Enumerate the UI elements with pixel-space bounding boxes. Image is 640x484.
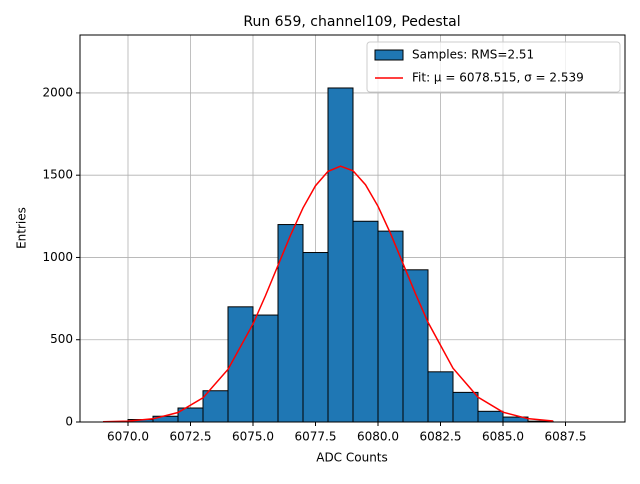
histogram-bar xyxy=(327,87,354,423)
y-tick-label: 1000 xyxy=(42,250,73,264)
histogram-bar xyxy=(427,371,454,423)
histogram-bar xyxy=(452,391,479,423)
legend-label: Fit: μ = 6078.515, σ = 2.539 xyxy=(412,71,584,85)
y-tick-label: 2000 xyxy=(42,85,73,99)
histogram-bar xyxy=(302,252,329,423)
x-tick-label: 6075.0 xyxy=(232,430,274,444)
plot-frame xyxy=(79,34,626,423)
x-axis-label: ADC Counts xyxy=(316,451,388,465)
chart-title: Run 659, channel109, Pedestal xyxy=(243,14,460,30)
histogram-bar xyxy=(202,390,229,423)
legend-label: Samples: RMS=2.51 xyxy=(412,48,534,62)
x-tick-label: 6080.0 xyxy=(357,430,399,444)
marks xyxy=(102,87,554,423)
y-tick-label: 0 xyxy=(65,415,73,429)
histogram-bar xyxy=(277,224,304,423)
x-tick-label: 6085.0 xyxy=(482,430,524,444)
x-tick-label: 6077.5 xyxy=(295,430,337,444)
fit-line xyxy=(102,165,554,423)
legend: Samples: RMS=2.51 Fit: μ = 6078.515, σ = … xyxy=(366,41,621,93)
x-tick-label: 6082.5 xyxy=(420,430,462,444)
histogram-bar xyxy=(477,410,504,423)
histogram-bar xyxy=(377,230,404,423)
y-tick-label: 500 xyxy=(50,332,73,346)
x-tick-label: 6070.0 xyxy=(107,430,149,444)
x-tick-label: 6087.5 xyxy=(545,430,587,444)
histogram-bar xyxy=(252,314,279,423)
y-axis-label: Entries xyxy=(15,207,29,249)
x-tick-label: 6072.5 xyxy=(170,430,212,444)
legend-box xyxy=(366,41,621,93)
histogram-bar xyxy=(227,306,254,423)
histogram-bar xyxy=(352,220,379,423)
y-tick-label: 1500 xyxy=(42,168,73,182)
legend-swatch xyxy=(374,49,404,61)
